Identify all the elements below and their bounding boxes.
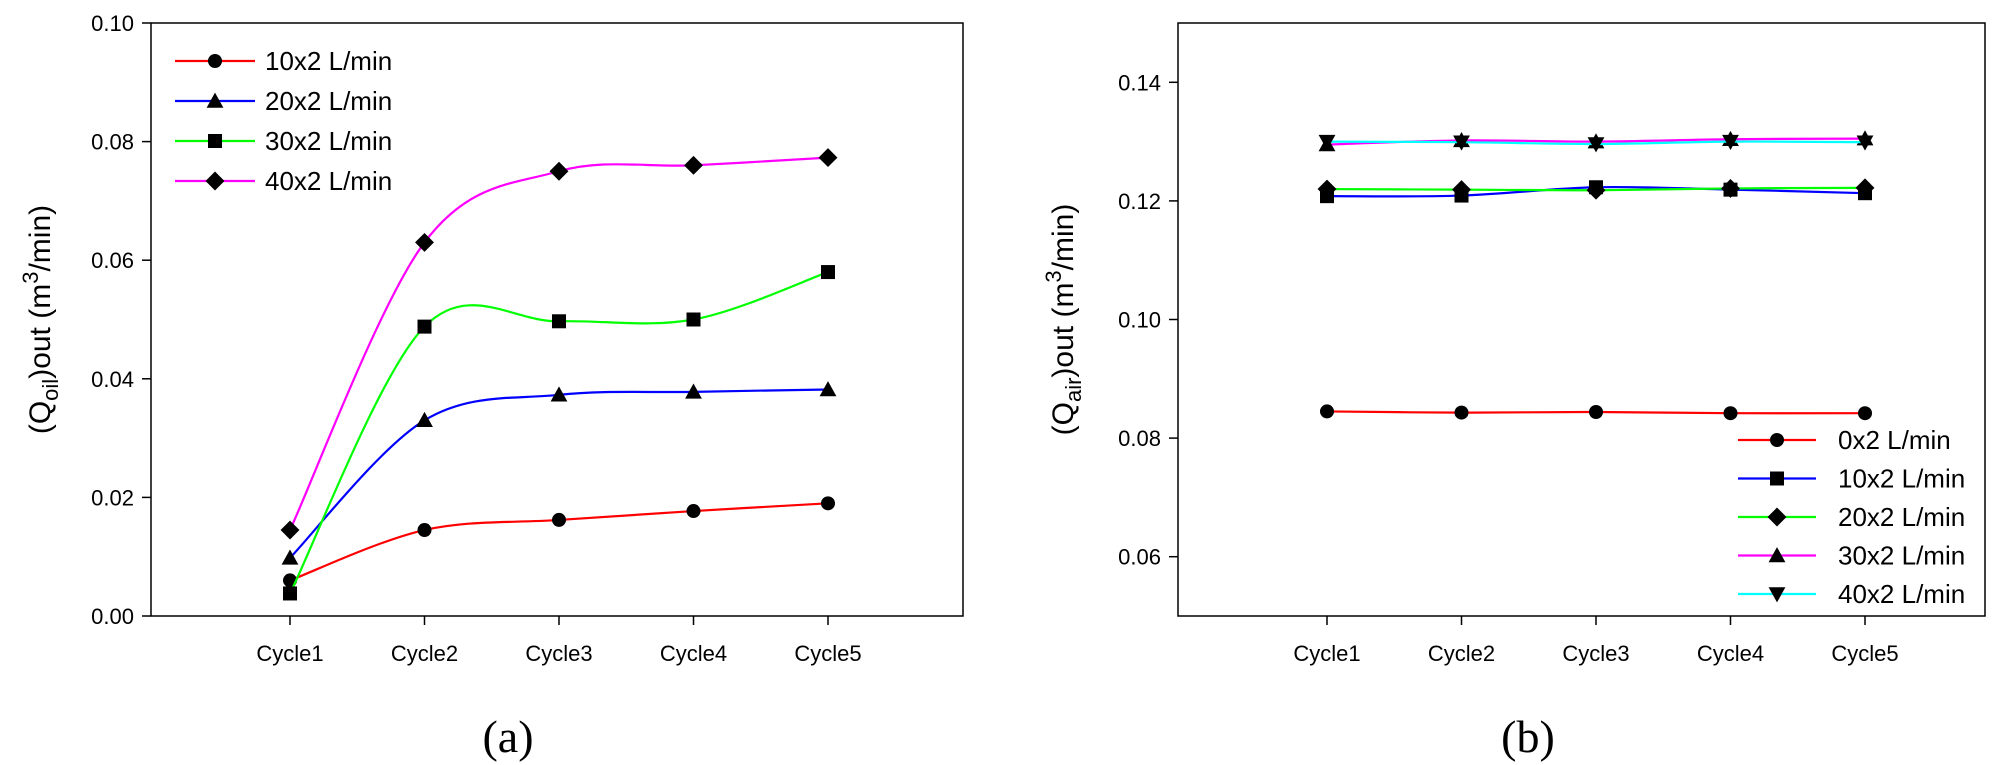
y-tick-label: 0.10 [91, 11, 134, 36]
data-point [1856, 135, 1874, 151]
legend-label: 30x2 L/min [265, 126, 392, 156]
data-point [1453, 135, 1470, 151]
legend-marker [1770, 433, 1784, 447]
legend: 0x2 L/min 10x2 L/min 20x2 L/min 30x2 L/min 4… [1738, 425, 1965, 609]
y-tick-label: 0.12 [1118, 189, 1161, 214]
legend-label: 30x2 L/min [1838, 541, 1965, 571]
legend-label: 0x2 L/min [1838, 425, 1951, 455]
data-point [684, 155, 703, 175]
legend-marker [206, 92, 224, 108]
data-point [686, 504, 701, 519]
x-tick-label: Cycle3 [1562, 641, 1629, 666]
x-tick-label: Cycle4 [660, 641, 727, 666]
data-point [281, 549, 299, 565]
x-tick-label: Cycle1 [1293, 641, 1360, 666]
data-point [1454, 405, 1469, 420]
legend-label: 40x2 L/min [1838, 579, 1965, 609]
legend-label: 20x2 L/min [265, 86, 392, 116]
legend-marker [1768, 547, 1786, 563]
data-point [416, 411, 433, 428]
data-point [1855, 178, 1875, 198]
data-point [686, 312, 701, 327]
data-point [1586, 180, 1606, 200]
y-tick-label: 0.00 [91, 604, 134, 629]
data-point [1858, 406, 1872, 421]
data-point [415, 232, 434, 252]
data-point [1318, 134, 1336, 150]
legend-label: 40x2 L/min [265, 166, 392, 196]
legend-marker [1770, 471, 1784, 486]
panel-label: (b) [1501, 711, 1555, 762]
data-point [417, 523, 432, 538]
data-point [1721, 178, 1740, 198]
data-point [685, 383, 702, 399]
series-40x2-l-min [280, 148, 838, 540]
data-point [821, 496, 835, 511]
series-0x2-l-min [1320, 404, 1872, 421]
y-tick-label: 0.06 [91, 248, 134, 273]
y-tick-label: 0.10 [1118, 308, 1161, 333]
data-point [280, 520, 300, 540]
x-tick-label: Cycle5 [1831, 641, 1898, 666]
y-tick-label: 0.06 [1118, 545, 1161, 570]
data-point [1320, 404, 1334, 419]
legend-marker [1768, 587, 1786, 603]
series-20x2-l-min [1317, 178, 1875, 200]
x-tick-label: Cycle2 [391, 641, 458, 666]
legend: 10x2 L/min 20x2 L/min 30x2 L/min 40x2 L/min [175, 46, 392, 196]
series-40x2-l-min [1318, 134, 1874, 153]
data-point [552, 512, 566, 527]
series-20x2-l-min [281, 381, 837, 565]
y-tick-label: 0.08 [1118, 426, 1161, 451]
chart-panel-1: 0.00 0.02 0.04 0.06 0.08 0.10 Cycle1 Cycle2 Cycl… [18, 11, 964, 762]
data-point [1722, 134, 1739, 150]
y-tick-label: 0.02 [91, 485, 134, 510]
data-point [283, 586, 297, 601]
series-30x2-l-min [283, 265, 835, 601]
y-axis-label: (Qair)out (m3/min) [1041, 204, 1086, 436]
data-point [818, 148, 838, 168]
x-tick-label: Cycle5 [794, 641, 861, 666]
series-line [289, 156, 829, 531]
legend-marker [208, 54, 222, 68]
x-tick-label: Cycle2 [1428, 641, 1495, 666]
data-point [1723, 406, 1738, 421]
legend-marker [208, 134, 222, 148]
legend-marker [1767, 507, 1787, 527]
y-tick-label: 0.14 [1118, 70, 1161, 95]
y-tick-label: 0.08 [91, 130, 134, 155]
data-point [1587, 137, 1605, 153]
data-point [549, 161, 569, 181]
legend-marker [205, 171, 225, 191]
data-point [1589, 405, 1603, 420]
legend-label: 20x2 L/min [1838, 502, 1965, 532]
chart-panel-2: 0.06 0.08 0.10 0.12 0.14 Cycle1 Cycle2 Cycle3 Cy… [1041, 22, 1986, 762]
plot-frame [150, 22, 964, 617]
data-point [417, 319, 432, 334]
y-tick-label: 0.04 [91, 367, 134, 392]
data-point [821, 265, 835, 280]
x-tick-label: Cycle3 [525, 641, 592, 666]
data-point [819, 381, 837, 397]
panel-label: (a) [482, 711, 533, 762]
series-10x2-l-min [283, 496, 835, 588]
data-point [1317, 179, 1337, 199]
data-point [552, 314, 566, 329]
legend-label: 10x2 L/min [265, 46, 392, 76]
y-axis-label: (Qoil)out (m3/min) [18, 205, 63, 434]
data-point [1452, 180, 1471, 200]
x-tick-label: Cycle4 [1697, 641, 1764, 666]
series-line [289, 271, 829, 594]
data-point [550, 386, 568, 402]
legend-label: 10x2 L/min [1838, 464, 1965, 494]
x-tick-label: Cycle1 [256, 641, 323, 666]
